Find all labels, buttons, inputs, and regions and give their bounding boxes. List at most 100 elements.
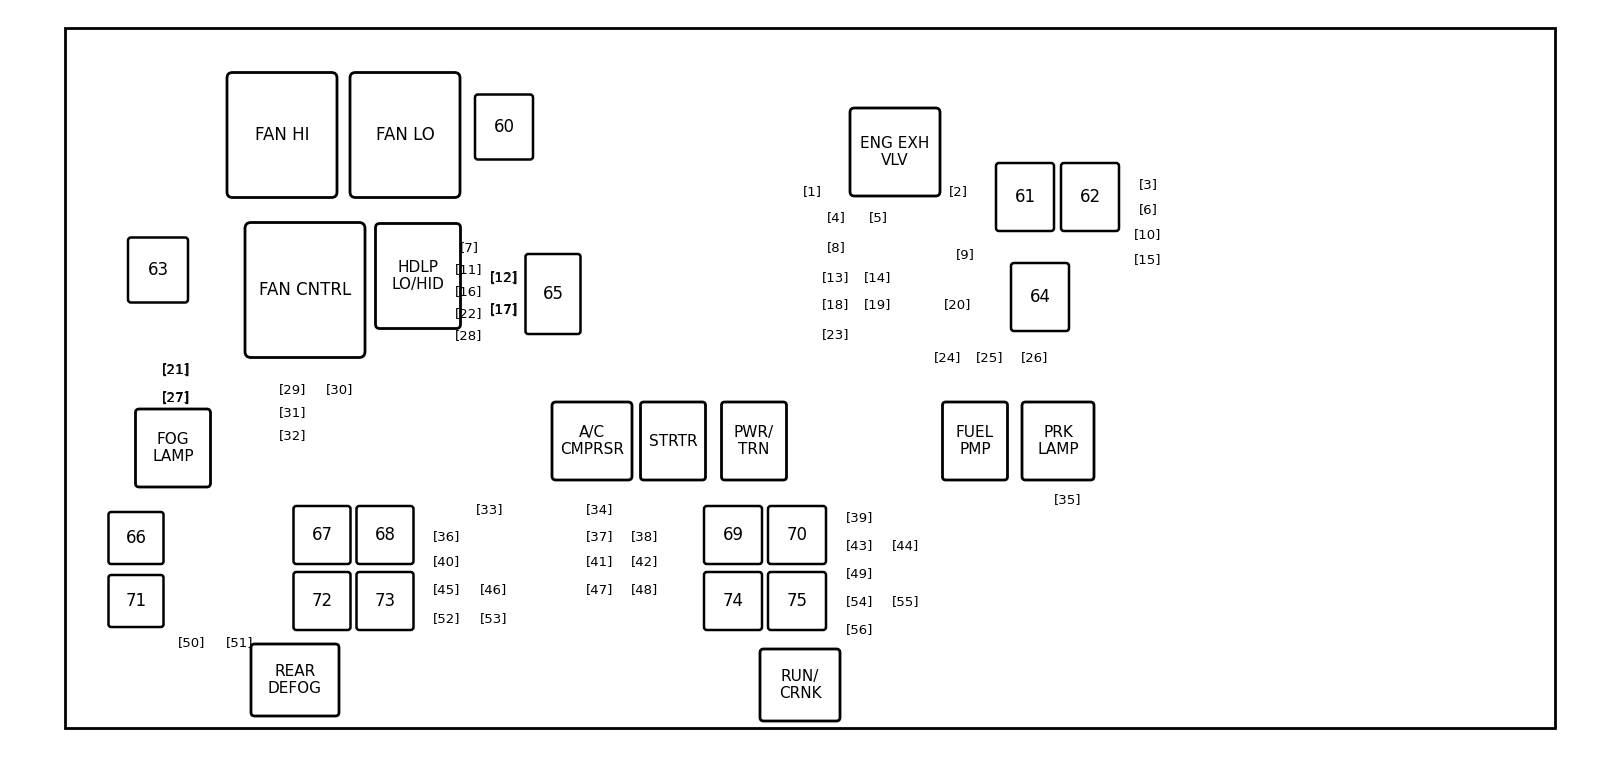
Text: 67: 67 [312,526,333,544]
Text: 65: 65 [542,285,563,303]
FancyBboxPatch shape [769,506,827,564]
FancyBboxPatch shape [128,238,188,303]
FancyBboxPatch shape [293,506,351,564]
FancyBboxPatch shape [155,357,197,382]
Text: 70: 70 [786,526,807,544]
FancyBboxPatch shape [293,572,351,630]
Text: FAN HI: FAN HI [254,126,309,144]
Text: [44]: [44] [893,540,919,553]
Text: 64: 64 [1029,288,1050,306]
FancyBboxPatch shape [108,512,163,564]
Text: [53]: [53] [481,612,508,625]
FancyBboxPatch shape [760,649,840,721]
Text: RUN/
CRNK: RUN/ CRNK [778,669,822,701]
FancyBboxPatch shape [136,409,210,487]
Text: [10]: [10] [1134,229,1162,241]
FancyBboxPatch shape [356,572,414,630]
Text: REAR
DEFOG: REAR DEFOG [269,664,322,696]
Text: [35]: [35] [1055,494,1082,506]
Text: 71: 71 [126,592,147,610]
Text: 75: 75 [786,592,807,610]
Text: [21]: [21] [162,363,191,377]
Text: 69: 69 [723,526,744,544]
Text: [27]: [27] [162,391,191,405]
FancyBboxPatch shape [476,95,532,160]
FancyBboxPatch shape [997,163,1053,231]
Text: [29]: [29] [280,384,307,397]
Text: 73: 73 [374,592,395,610]
Text: 68: 68 [374,526,395,544]
Text: [14]: [14] [864,272,892,285]
Text: [42]: [42] [631,556,659,569]
Text: [34]: [34] [586,503,613,516]
Text: [17]: [17] [490,303,518,317]
FancyBboxPatch shape [526,254,581,334]
Text: [11]: [11] [455,263,482,276]
FancyBboxPatch shape [356,506,414,564]
FancyBboxPatch shape [481,263,527,293]
Text: [49]: [49] [846,568,874,581]
Text: [5]: [5] [869,211,888,225]
FancyBboxPatch shape [251,644,340,716]
Text: [47]: [47] [586,584,613,597]
FancyBboxPatch shape [769,572,827,630]
Text: [46]: [46] [481,584,508,597]
Text: [32]: [32] [280,429,307,443]
Text: HDLP
LO/HID: HDLP LO/HID [392,260,445,292]
Text: FOG
LAMP: FOG LAMP [152,432,194,464]
FancyBboxPatch shape [704,572,762,630]
Text: [12]: [12] [490,271,518,285]
Text: [36]: [36] [434,531,461,544]
Text: [33]: [33] [476,503,503,516]
Text: [4]: [4] [827,211,846,225]
Text: STRTR: STRTR [649,434,697,448]
Text: [22]: [22] [455,307,482,320]
Text: [31]: [31] [280,407,307,419]
Text: 66: 66 [126,529,147,547]
FancyBboxPatch shape [481,295,527,325]
Text: 62: 62 [1079,188,1100,206]
Text: [23]: [23] [822,329,849,341]
FancyBboxPatch shape [943,402,1008,480]
FancyBboxPatch shape [244,223,366,357]
FancyBboxPatch shape [1061,163,1120,231]
Text: [54]: [54] [846,596,874,609]
Text: [39]: [39] [846,512,874,525]
Text: [25]: [25] [976,351,1003,365]
Text: FUEL
PMP: FUEL PMP [956,425,993,457]
FancyBboxPatch shape [1011,263,1069,331]
Text: [2]: [2] [948,185,968,198]
Text: [7]: [7] [460,241,479,254]
Text: [6]: [6] [1139,204,1157,217]
Text: 61: 61 [1014,188,1036,206]
Text: FAN CNTRL: FAN CNTRL [259,281,351,299]
Text: FAN LO: FAN LO [375,126,434,144]
Text: 72: 72 [311,592,333,610]
FancyBboxPatch shape [704,506,762,564]
Text: [48]: [48] [631,584,659,597]
Text: [3]: [3] [1139,179,1157,192]
Text: [45]: [45] [434,584,461,597]
Text: PWR/
TRN: PWR/ TRN [735,425,773,457]
Text: [51]: [51] [227,637,254,650]
Text: [56]: [56] [846,624,874,637]
Text: [28]: [28] [455,329,482,342]
Text: [1]: [1] [803,185,822,198]
Text: [24]: [24] [934,351,961,365]
Text: [26]: [26] [1021,351,1048,365]
FancyBboxPatch shape [349,73,460,198]
Text: PRK
LAMP: PRK LAMP [1037,425,1079,457]
Text: [41]: [41] [586,556,613,569]
Text: [9]: [9] [956,248,974,261]
Text: [15]: [15] [1134,254,1162,266]
Text: [27]: [27] [162,391,189,404]
FancyBboxPatch shape [641,402,705,480]
Text: [12]: [12] [490,272,518,285]
FancyBboxPatch shape [849,108,940,196]
Text: [30]: [30] [327,384,354,397]
Text: [38]: [38] [631,531,659,544]
Text: 63: 63 [147,261,168,279]
FancyBboxPatch shape [722,402,786,480]
Text: [18]: [18] [822,298,849,311]
Text: [37]: [37] [586,531,613,544]
